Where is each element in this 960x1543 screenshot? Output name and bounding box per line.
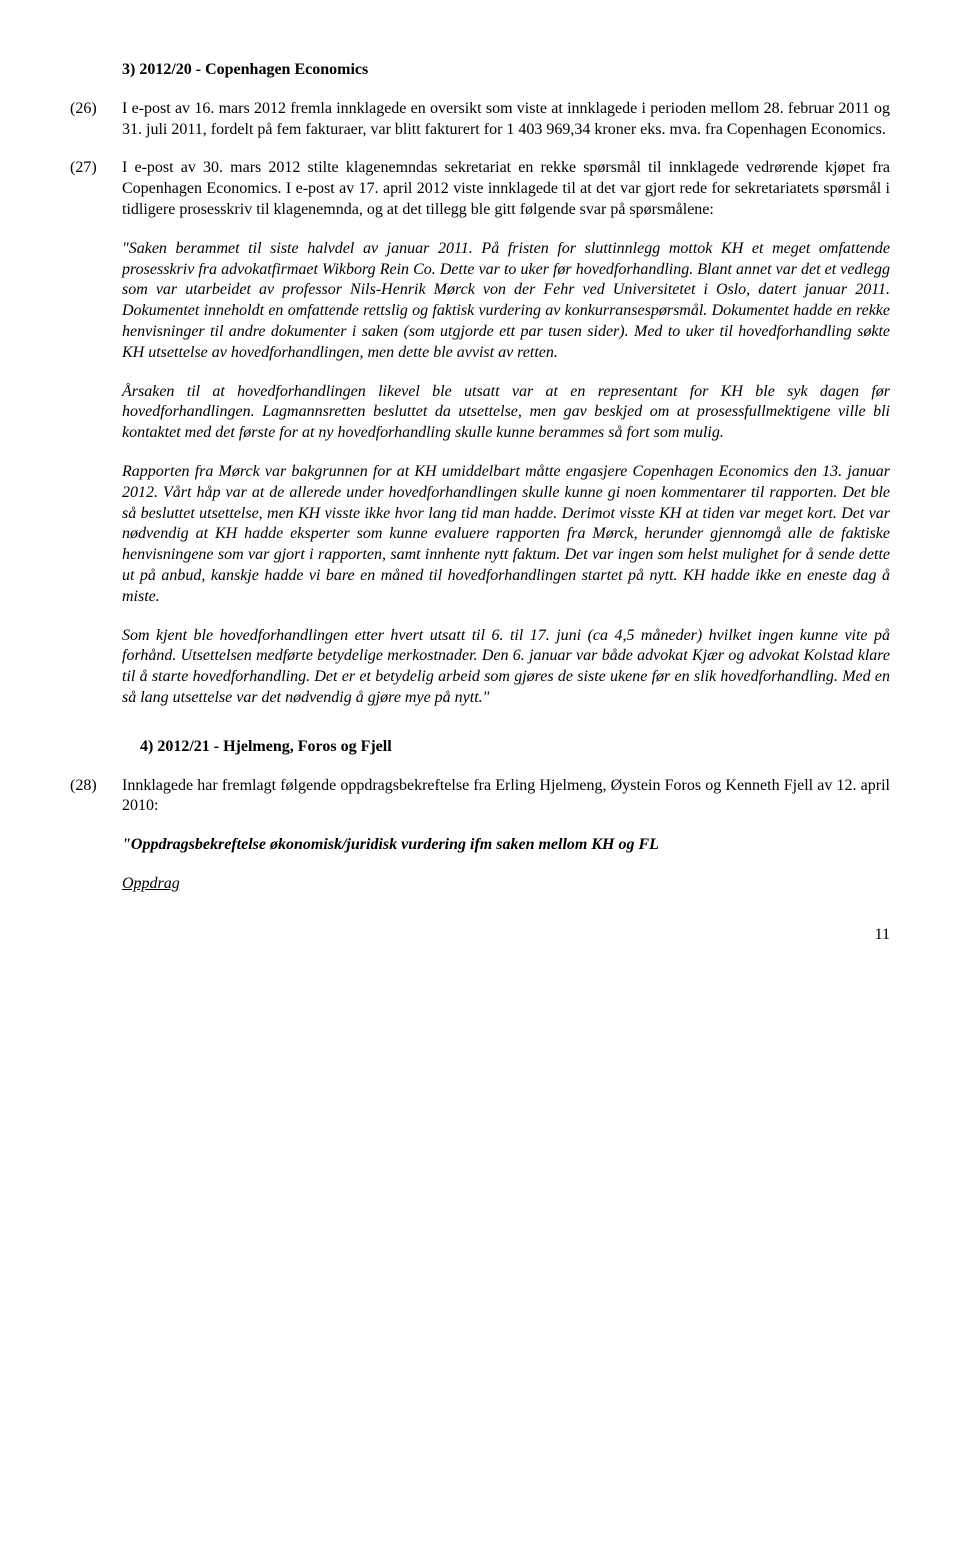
- quote-block-3: Rapporten fra Mørck var bakgrunnen for a…: [122, 462, 890, 608]
- paragraph-28: (28) Innklagede har fremlagt følgende op…: [70, 776, 890, 818]
- para-28-number: (28): [70, 776, 122, 818]
- para-26-number: (26): [70, 99, 122, 141]
- para-27-number: (27): [70, 158, 122, 220]
- quote-block-4: Som kjent ble hovedforhandlingen etter h…: [122, 626, 890, 709]
- quote-block-1: "Saken berammet til siste halvdel av jan…: [122, 239, 890, 364]
- page-number: 11: [70, 925, 890, 946]
- quote-block-2: Årsaken til at hovedforhandlingen likeve…: [122, 382, 890, 444]
- paragraph-27: (27) I e-post av 30. mars 2012 stilte kl…: [70, 158, 890, 220]
- section-3-heading: 3) 2012/20 - Copenhagen Economics: [122, 60, 890, 81]
- para-28-body: Innklagede har fremlagt følgende oppdrag…: [122, 776, 890, 818]
- para-26-body: I e-post av 16. mars 2012 fremla innklag…: [122, 99, 890, 141]
- paragraph-26: (26) I e-post av 16. mars 2012 fremla in…: [70, 99, 890, 141]
- section-4-heading: 4) 2012/21 - Hjelmeng, Foros og Fjell: [140, 737, 890, 758]
- quote-heading: "Oppdragsbekreftelse økonomisk/juridisk …: [122, 835, 890, 856]
- para-27-body: I e-post av 30. mars 2012 stilte klagene…: [122, 158, 890, 220]
- oppdrag-label: Oppdrag: [122, 874, 890, 895]
